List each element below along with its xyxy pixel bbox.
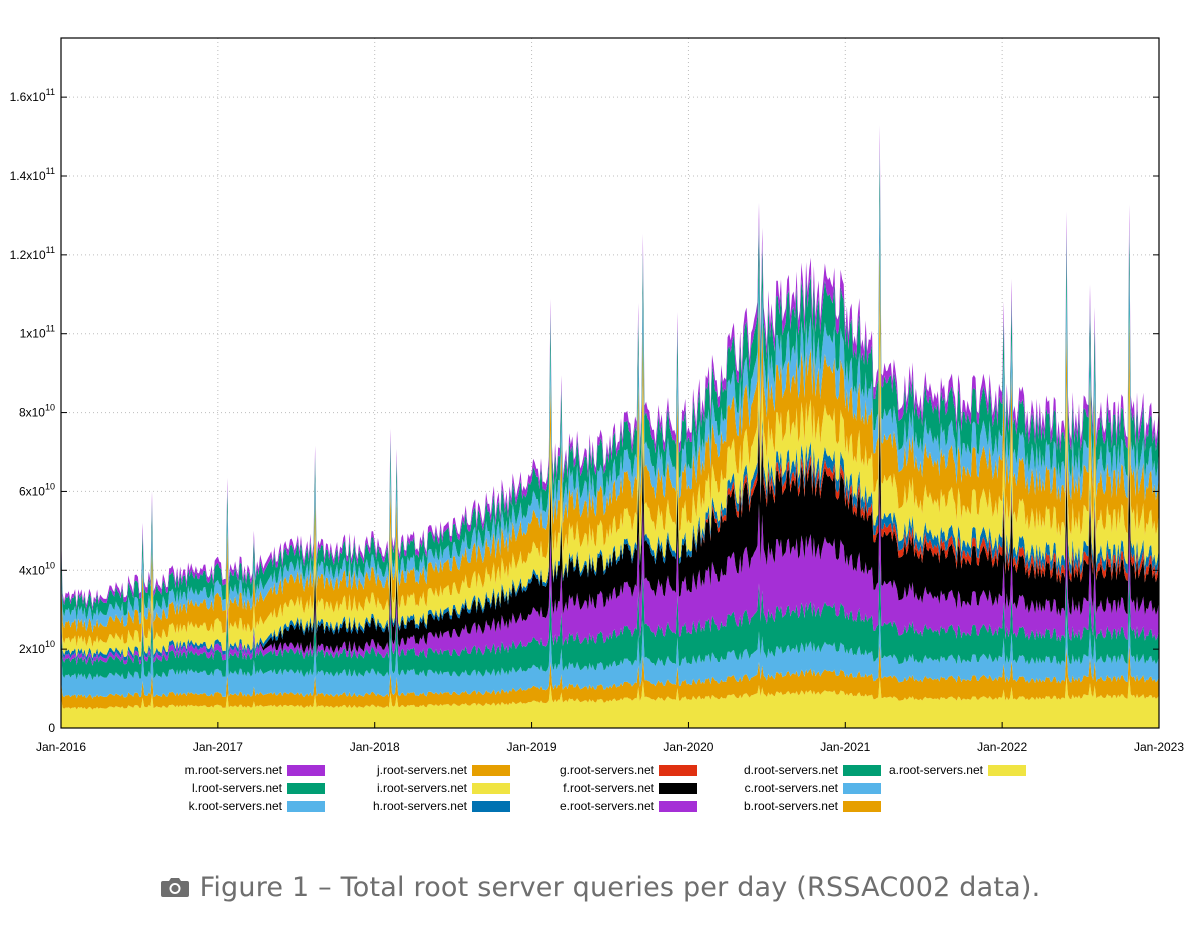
caption-text: Figure 1 – Total root server queries per… xyxy=(199,872,1041,903)
legend-swatch xyxy=(659,801,697,812)
legend-item: l.root-servers.net xyxy=(192,781,325,795)
y-tick-label: 1.6x1011 xyxy=(10,87,55,104)
plot-frame xyxy=(60,37,1160,729)
y-tick-label: 0 xyxy=(48,721,55,735)
legend-item: m.root-servers.net xyxy=(185,763,325,777)
series-area-b xyxy=(61,643,1159,710)
legend-label: l.root-servers.net xyxy=(192,781,283,795)
y-tick-label: 6x1010 xyxy=(19,481,55,498)
legend-item: j.root-servers.net xyxy=(376,763,510,777)
series-area-a xyxy=(61,675,1159,728)
legend-swatch xyxy=(988,765,1026,776)
legend-label: b.root-servers.net xyxy=(744,799,839,813)
camera-icon xyxy=(160,875,190,906)
legend-swatch xyxy=(659,765,697,776)
x-tick-label: Jan-2023 xyxy=(1134,740,1184,754)
legend-label: j.root-servers.net xyxy=(376,763,468,777)
legend-swatch xyxy=(287,783,325,794)
legend-swatch xyxy=(287,765,325,776)
legend-label: d.root-servers.net xyxy=(744,763,839,777)
legend-label: f.root-servers.net xyxy=(563,781,654,795)
legend-item: c.root-servers.net xyxy=(745,781,881,795)
x-axis: Jan-2016 Jan-2017 Jan-2018 Jan-2019 Jan-2020… xyxy=(36,722,1184,754)
y-tick-label: 8x1010 xyxy=(19,403,55,420)
legend-swatch xyxy=(843,801,881,812)
legend-label: m.root-servers.net xyxy=(185,763,283,777)
legend-label: c.root-servers.net xyxy=(745,781,839,795)
x-tick-label: Jan-2020 xyxy=(663,740,713,754)
legend-label: e.root-servers.net xyxy=(560,799,655,813)
legend-label: k.root-servers.net xyxy=(189,799,283,813)
legend-swatch xyxy=(843,783,881,794)
legend-item: b.root-servers.net xyxy=(744,799,881,813)
legend-item: a.root-servers.net xyxy=(889,763,1026,777)
series-area-j xyxy=(61,241,1159,648)
legend-swatch xyxy=(472,765,510,776)
y-axis: 0 2x1010 4x1010 6x1010 8x1010 1x1011 1.2x1011 1… xyxy=(10,87,1159,735)
y-tick-label: 1x1011 xyxy=(20,324,55,341)
series-area-c xyxy=(61,609,1159,699)
y-tick-label: 2x1010 xyxy=(19,639,55,656)
legend-item: k.root-servers.net xyxy=(189,799,325,813)
y-tick-label: 4x1010 xyxy=(19,560,55,577)
x-tick-label: Jan-2022 xyxy=(977,740,1027,754)
stacked-areas xyxy=(61,125,1159,728)
x-tick-label: Jan-2017 xyxy=(193,740,243,754)
series-area-d xyxy=(61,554,1159,681)
legend: m.root-servers.net l.root-servers.net k.ro… xyxy=(185,763,1026,813)
x-tick-label: Jan-2019 xyxy=(507,740,557,754)
x-tick-label: Jan-2018 xyxy=(350,740,400,754)
legend-item: g.root-servers.net xyxy=(560,763,697,777)
legend-item: e.root-servers.net xyxy=(560,799,697,813)
legend-swatch xyxy=(659,783,697,794)
legend-label: g.root-servers.net xyxy=(560,763,655,777)
legend-item: i.root-servers.net xyxy=(377,781,510,795)
legend-label: a.root-servers.net xyxy=(889,763,984,777)
x-tick-label: Jan-2021 xyxy=(820,740,870,754)
legend-item: d.root-servers.net xyxy=(744,763,881,777)
y-tick-label: 1.2x1011 xyxy=(10,245,55,262)
series-area-e xyxy=(61,484,1159,666)
legend-swatch xyxy=(843,765,881,776)
legend-swatch xyxy=(472,801,510,812)
legend-item: f.root-servers.net xyxy=(563,781,697,795)
legend-label: i.root-servers.net xyxy=(377,781,468,795)
legend-item: h.root-servers.net xyxy=(373,799,510,813)
chart: 0 2x1010 4x1010 6x1010 8x1010 1x1011 1.2x1011 1… xyxy=(10,37,1184,813)
legend-label: h.root-servers.net xyxy=(373,799,468,813)
x-tick-label: Jan-2016 xyxy=(36,740,86,754)
legend-swatch xyxy=(472,783,510,794)
y-tick-label: 1.4x1011 xyxy=(10,166,55,183)
legend-swatch xyxy=(287,801,325,812)
figure-caption: Figure 1 – Total root server queries per… xyxy=(0,872,1200,906)
